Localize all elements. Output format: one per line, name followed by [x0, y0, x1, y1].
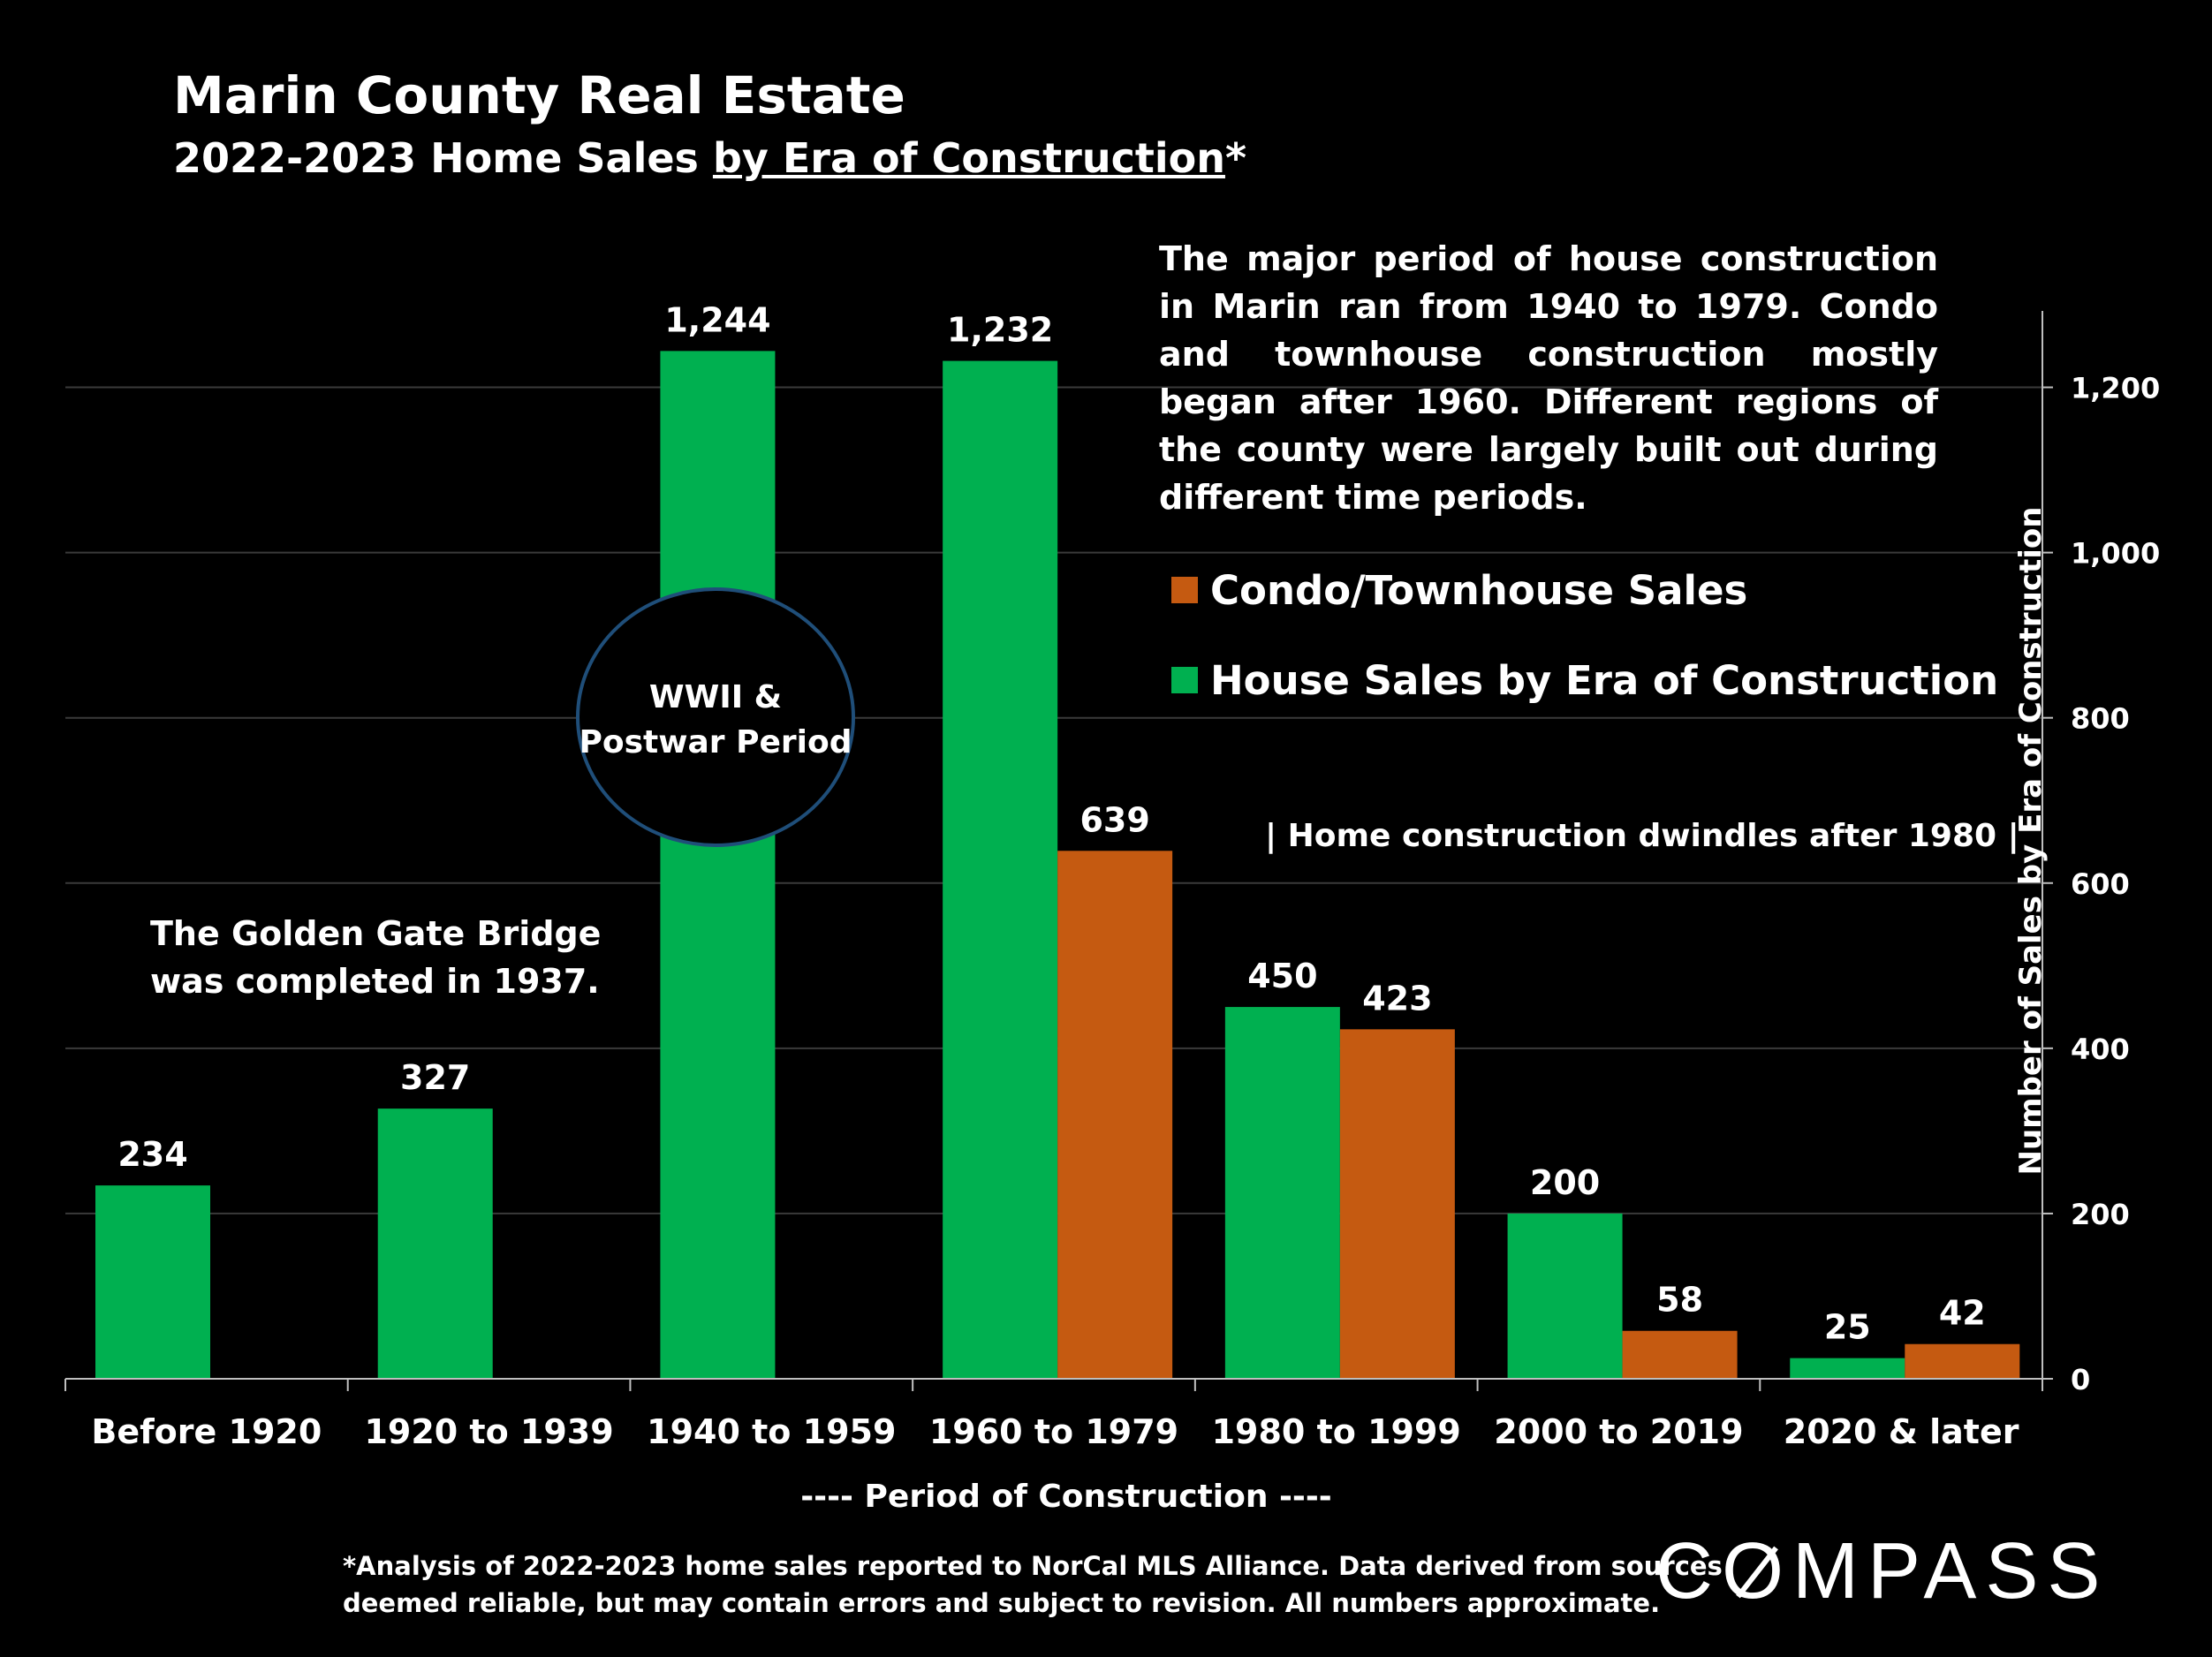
wwii-circle [576, 587, 855, 847]
y-tick-label: 1,000 [2071, 537, 2160, 571]
golden-gate-line2: was completed in 1937. [150, 962, 600, 1001]
house-value-label: 234 [117, 1135, 187, 1174]
house-bar [1224, 1007, 1340, 1379]
condo-value-label: 42 [1939, 1294, 1986, 1333]
house-bar [377, 1108, 493, 1379]
legend-swatch-house [1171, 667, 1198, 693]
footnote-line2: deemed reliable, but may contain errors … [343, 1588, 1661, 1618]
legend-item-house: House Sales by Era of Construction [1171, 655, 1998, 705]
house-bar [660, 351, 776, 1379]
brand-part-mpass: MPASS [1792, 1527, 2110, 1615]
brand-part-c: C [1655, 1527, 1722, 1615]
y-tick-label: 0 [2071, 1363, 2090, 1396]
y-axis-title: Number of Sales by Era of Construction [2013, 507, 2049, 1176]
x-tick-label: 1940 to 1959 [647, 1412, 896, 1451]
house-value-label: 327 [400, 1058, 470, 1097]
condo-value-label: 423 [1362, 979, 1432, 1018]
house-bar [95, 1185, 210, 1379]
house-bar [1507, 1213, 1623, 1379]
condo-bar [1622, 1330, 1738, 1379]
wwii-label-line1: WWII & [649, 679, 782, 715]
page-title: Marin County Real Estate [173, 65, 905, 125]
x-tick-label: 1920 to 1939 [364, 1412, 613, 1451]
legend-label-condo: Condo/Townhouse Sales [1210, 566, 1748, 614]
house-value-label: 450 [1247, 957, 1317, 995]
legend: Condo/Townhouse Sales House Sales by Era… [1171, 565, 1998, 745]
y-tick-label: 1,200 [2071, 372, 2160, 405]
condo-bar [1905, 1343, 2020, 1379]
legend-swatch-condo [1171, 577, 1198, 603]
condo-bar [1057, 851, 1173, 1379]
axes: 0 200 400 600 800 1,000 1,200 Before 1920 1920 t… [64, 311, 2160, 1515]
wwii-circle-annotation: WWII & Postwar Period [576, 587, 855, 847]
legend-item-condo: Condo/Townhouse Sales [1171, 565, 1998, 615]
page-subtitle: 2022-2023 Home Sales by Era of Construct… [173, 134, 1246, 182]
condo-value-label: 639 [1079, 800, 1149, 839]
x-tick-label: 2000 to 2019 [1494, 1412, 1743, 1451]
house-value-label: 1,244 [664, 300, 770, 339]
x-tick-label: 1960 to 1979 [929, 1412, 1178, 1451]
x-tick-label: 2020 & later [1784, 1412, 2019, 1451]
value-labels: 234 327 1,244 1,232 450 200 25 639 423 58 42 [117, 300, 1985, 1346]
footnote: *Analysis of 2022-2023 home sales report… [343, 1547, 1723, 1622]
brand-o-letter: O [1722, 1527, 1792, 1615]
y-tick-label: 800 [2071, 702, 2130, 736]
y-tick-label: 400 [2071, 1033, 2130, 1066]
house-bar [1790, 1358, 1905, 1379]
y-tick-label: 200 [2071, 1198, 2130, 1231]
bars [95, 351, 2020, 1379]
compass-logo: COMPASS [1655, 1526, 2109, 1617]
house-bar [943, 360, 1058, 1379]
subtitle-prefix: 2022-2023 Home Sales [173, 134, 713, 182]
house-value-label: 25 [1824, 1308, 1871, 1347]
wwii-label-line2: Postwar Period [580, 724, 852, 760]
dwindle-note: | Home construction dwindles after 1980 … [1265, 818, 2019, 854]
x-axis-title: ---- Period of Construction ---- [800, 1479, 1332, 1515]
condo-bar [1339, 1029, 1455, 1379]
condo-value-label: 58 [1656, 1281, 1703, 1320]
x-tick-label: 1980 to 1999 [1212, 1412, 1461, 1451]
footnote-line1: *Analysis of 2022-2023 home sales report… [343, 1551, 1723, 1581]
legend-label-house: House Sales by Era of Construction [1210, 656, 1999, 704]
house-value-label: 200 [1530, 1163, 1600, 1202]
golden-gate-note: The Golden Gate Bridge was completed in … [150, 910, 601, 1005]
subtitle-asterisk: * [1224, 134, 1247, 182]
house-value-label: 1,232 [947, 311, 1053, 350]
brand-part-o: O [1722, 1526, 1792, 1617]
golden-gate-line1: The Golden Gate Bridge [150, 914, 602, 953]
subtitle-underlined: by Era of Construction [712, 134, 1225, 182]
construction-note: The major period of house construction i… [1159, 239, 1938, 517]
y-tick-label: 600 [2071, 867, 2130, 901]
x-tick-label: Before 1920 [91, 1412, 322, 1451]
